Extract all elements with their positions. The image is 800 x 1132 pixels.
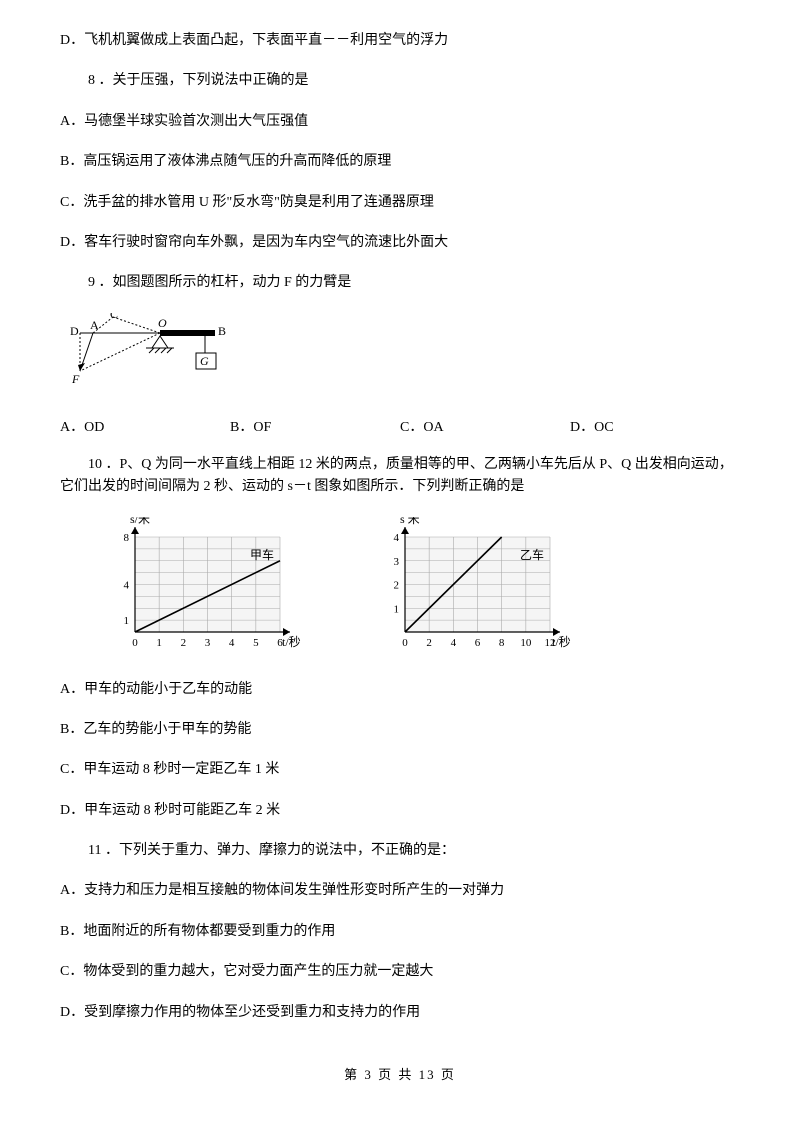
label-D: D (70, 324, 79, 338)
label-B: B (218, 324, 226, 338)
svg-text:2: 2 (426, 637, 432, 649)
q10-option-b: B．乙车的势能小于甲车的势能 (60, 719, 740, 741)
q8-option-d: D．客车行驶时窗帘向车外飘，是因为车内空气的流速比外面大 (60, 232, 740, 254)
q8-option-a: A．马德堡半球实验首次测出大气压强值 (60, 111, 740, 133)
q7-option-d: D．飞机机翼做成上表面凸起，下表面平直－－利用空气的浮力 (60, 30, 740, 52)
svg-text:1: 1 (124, 615, 130, 627)
label-O: O (158, 316, 167, 330)
q11-option-b: B．地面附近的所有物体都要受到重力的作用 (60, 921, 740, 943)
svg-text:t/秒: t/秒 (552, 635, 571, 649)
svg-text:4: 4 (451, 637, 457, 649)
q10-stem: 10 ．P、Q 为同一水平直线上相距 12 米的两点，质量相等的甲、乙两辆小车先… (60, 454, 740, 499)
q10-chart-2: 0246810121234s 米t/秒乙车 (370, 517, 580, 657)
q10-option-d: D．甲车运动 8 秒时可能距乙车 2 米 (60, 800, 740, 822)
q9-option-c: C．OA (400, 416, 570, 436)
q8-stem: 8 ．关于压强，下列说法中正确的是 (60, 70, 740, 92)
q9-option-b: B．OF (230, 416, 400, 436)
q8-option-c: C．洗手盆的排水管用 U 形"反水弯"防臭是利用了连通器原理 (60, 192, 740, 214)
svg-text:甲车: 甲车 (250, 547, 274, 562)
svg-text:3: 3 (394, 555, 400, 567)
label-G: G (200, 354, 209, 368)
label-A: A (90, 318, 99, 332)
q9-option-a: A．OD (60, 416, 230, 436)
svg-text:乙车: 乙车 (520, 547, 544, 562)
q9-option-d: D．OC (570, 416, 740, 436)
svg-text:2: 2 (181, 637, 187, 649)
q10-chart-1: 0123456148s/米t/秒甲车 (100, 517, 310, 657)
svg-text:3: 3 (205, 637, 211, 649)
svg-text:6: 6 (475, 637, 481, 649)
q10-option-a: A．甲车的动能小于乙车的动能 (60, 679, 740, 701)
svg-text:t/秒: t/秒 (282, 635, 301, 649)
svg-text:0: 0 (402, 637, 408, 649)
q9-figure: D A C O B F G (60, 313, 740, 398)
page-footer: 第 3 页 共 13 页 (60, 1064, 740, 1083)
q9-stem: 9 ．如图题图所示的杠杆，动力 F 的力臂是 (60, 272, 740, 294)
q9-options: A．OD B．OF C．OA D．OC (60, 416, 740, 436)
svg-text:8: 8 (499, 637, 505, 649)
svg-text:8: 8 (124, 532, 130, 544)
q11-option-d: D．受到摩擦力作用的物体至少还受到重力和支持力的作用 (60, 1002, 740, 1024)
q10-option-c: C．甲车运动 8 秒时一定距乙车 1 米 (60, 759, 740, 781)
exam-page: D．飞机机翼做成上表面凸起，下表面平直－－利用空气的浮力 8 ．关于压强，下列说… (0, 0, 800, 1103)
svg-text:1: 1 (394, 603, 400, 615)
svg-text:4: 4 (124, 579, 130, 591)
svg-text:10: 10 (520, 637, 532, 649)
label-F: F (71, 372, 80, 386)
svg-text:4: 4 (394, 532, 400, 544)
svg-text:5: 5 (253, 637, 259, 649)
label-C: C (110, 313, 118, 321)
svg-text:0: 0 (132, 637, 138, 649)
svg-text:4: 4 (229, 637, 235, 649)
svg-text:2: 2 (394, 579, 400, 591)
q11-option-a: A．支持力和压力是相互接触的物体间发生弹性形变时所产生的一对弹力 (60, 880, 740, 902)
svg-text:1: 1 (156, 637, 162, 649)
q8-option-b: B．高压锅运用了液体沸点随气压的升高而降低的原理 (60, 151, 740, 173)
svg-text:s 米: s 米 (400, 517, 420, 526)
q11-stem: 11 ．下列关于重力、弹力、摩擦力的说法中，不正确的是： (60, 840, 740, 862)
q10-charts: 0123456148s/米t/秒甲车 0246810121234s 米t/秒乙车 (100, 517, 740, 657)
svg-text:s/米: s/米 (130, 517, 150, 526)
q11-option-c: C．物体受到的重力越大，它对受力面产生的压力就一定越大 (60, 961, 740, 983)
